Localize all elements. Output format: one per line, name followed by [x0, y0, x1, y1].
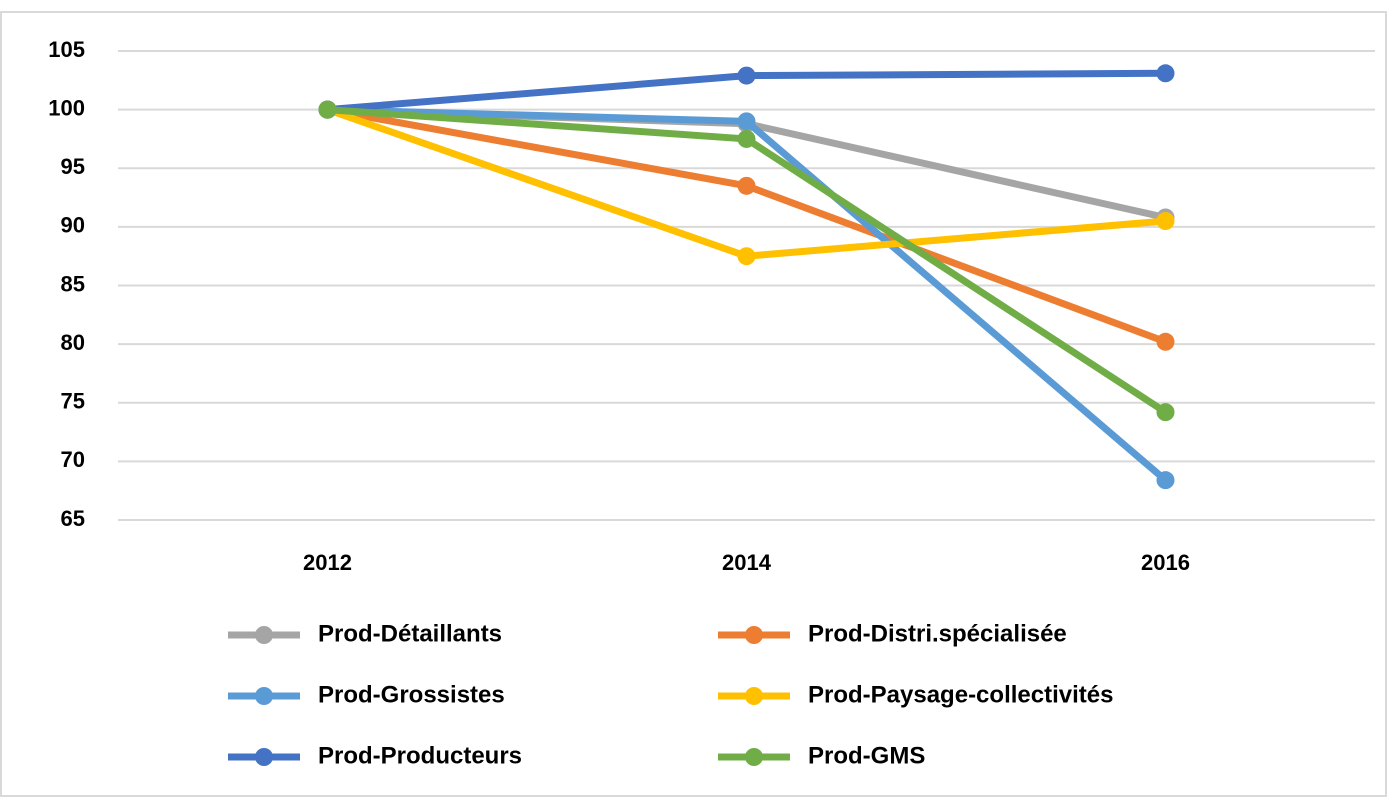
data-point [737, 247, 756, 266]
x-tick-label: 2012 [303, 550, 352, 575]
y-tick-label: 80 [61, 330, 85, 355]
y-tick-label: 90 [61, 213, 85, 238]
legend-marker [745, 626, 763, 644]
x-tick-label: 2014 [722, 550, 772, 575]
legend-marker [255, 748, 273, 766]
data-point [318, 100, 337, 119]
x-tick-label: 2016 [1141, 550, 1190, 575]
data-point [1156, 403, 1175, 422]
data-point [1156, 332, 1175, 351]
legend-marker [745, 687, 763, 705]
data-point [737, 66, 756, 85]
legend-label: Prod-Producteurs [318, 742, 522, 769]
legend-label: Prod-Détaillants [318, 620, 502, 647]
data-point [1156, 471, 1175, 490]
data-point [737, 129, 756, 148]
legend-marker [255, 687, 273, 705]
legend-label: Prod-Grossistes [318, 681, 505, 708]
data-point [737, 176, 756, 195]
y-tick-label: 100 [48, 95, 85, 120]
legend-marker [255, 626, 273, 644]
chart-frame [0, 11, 1387, 797]
y-tick-label: 70 [61, 447, 85, 472]
y-tick-label: 105 [48, 37, 85, 62]
legend-label: Prod-Distri.spécialisée [808, 620, 1067, 647]
data-point [737, 112, 756, 131]
data-point [1156, 212, 1175, 231]
legend-label: Prod-Paysage-collectivités [808, 681, 1113, 708]
legend-label: Prod-GMS [808, 742, 925, 769]
y-tick-label: 95 [61, 154, 85, 179]
data-point [1156, 64, 1175, 83]
y-tick-label: 85 [61, 271, 85, 296]
y-tick-label: 75 [61, 389, 85, 414]
y-tick-label: 65 [61, 506, 85, 531]
legend-marker [745, 748, 763, 766]
